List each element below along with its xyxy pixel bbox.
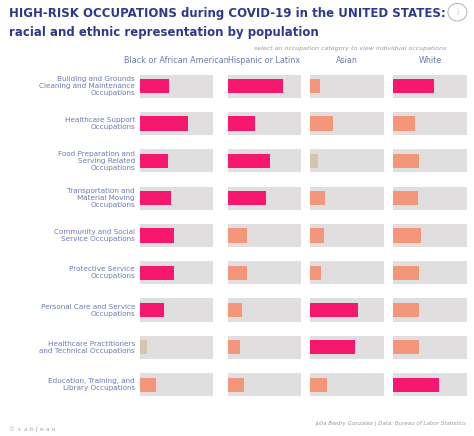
Bar [140,149,213,172]
Bar [393,224,467,247]
Bar [393,149,467,172]
Bar [310,299,384,322]
Bar [393,373,467,396]
Bar [393,378,439,392]
Bar [310,336,384,359]
Bar [310,79,320,93]
Text: Food Preparation and
Serving Related
Occupations: Food Preparation and Serving Related Occ… [58,151,135,171]
Text: Personal Care and Service
Occupations: Personal Care and Service Occupations [41,303,135,317]
Bar [140,340,147,354]
Bar [228,303,242,317]
Text: Asian: Asian [336,56,358,65]
Bar [140,79,169,93]
Bar [228,149,301,172]
Bar [228,266,247,280]
Bar [140,299,213,322]
Bar [393,340,419,354]
Bar [228,228,247,242]
Bar [228,79,283,93]
Bar [140,378,156,392]
Bar [310,187,384,210]
Text: Healthcare Support
Occupations: Healthcare Support Occupations [64,117,135,130]
Bar [310,116,333,131]
Text: racial and ethnic representation by population: racial and ethnic representation by popu… [9,26,319,39]
Text: HIGH-RISK OCCUPATIONS during COVID-19 in the UNITED STATES:: HIGH-RISK OCCUPATIONS during COVID-19 in… [9,7,446,20]
Text: ☉ + a b | e a u: ☉ + a b | e a u [9,426,56,433]
Text: Community and Social
Service Occupations: Community and Social Service Occupations [54,229,135,242]
Bar [140,261,213,284]
Bar [140,303,164,317]
Text: Building and Grounds
Cleaning and Maintenance
Occupations: Building and Grounds Cleaning and Mainte… [39,76,135,96]
Bar [228,373,301,396]
Bar [228,116,255,131]
Text: Black or African American: Black or African American [124,56,229,65]
Bar [228,378,244,392]
Bar [228,187,301,210]
Bar [310,261,384,284]
Bar [310,75,384,98]
Bar [393,187,467,210]
Text: White: White [419,56,442,65]
Bar [140,266,173,280]
Bar [228,154,270,168]
Bar [140,228,174,242]
Bar [310,149,384,172]
Bar [393,116,415,131]
Bar [310,191,325,205]
Bar [393,154,419,168]
Bar [393,266,419,280]
Bar [310,154,318,168]
Text: Healthcare Practitioners
and Technical Occupations: Healthcare Practitioners and Technical O… [39,341,135,354]
Bar [393,112,467,135]
Bar [228,336,301,359]
Bar [140,224,213,247]
Bar [393,191,418,205]
Text: i: i [456,8,458,17]
Bar [228,224,301,247]
Text: Protective Service
Occupations: Protective Service Occupations [70,266,135,279]
Text: select an occupation category to view individual occupations: select an occupation category to view in… [254,46,446,51]
Bar [228,299,301,322]
Bar [310,303,358,317]
Bar [310,340,355,354]
Bar [140,116,188,131]
Bar [310,378,327,392]
Bar [310,228,324,242]
Bar [310,373,384,396]
Text: Transportation and
Material Moving
Occupations: Transportation and Material Moving Occup… [67,188,135,208]
Bar [393,228,420,242]
Bar [393,299,467,322]
Bar [228,261,301,284]
Text: Hispanic or Latinx: Hispanic or Latinx [228,56,300,65]
Bar [393,336,467,359]
Bar [393,261,467,284]
Bar [228,191,266,205]
Text: Education, Training, and
Library Occupations: Education, Training, and Library Occupat… [48,378,135,391]
Bar [310,112,384,135]
Bar [228,340,240,354]
Bar [140,75,213,98]
Bar [140,191,172,205]
Bar [228,112,301,135]
Text: Julia Biedry Gonzalez | Data: Bureau of Labor Statistics: Julia Biedry Gonzalez | Data: Bureau of … [316,421,467,426]
Bar [393,303,419,317]
Bar [310,224,384,247]
Bar [140,112,213,135]
Bar [393,75,467,98]
Bar [393,79,434,93]
Bar [228,75,301,98]
Bar [140,187,213,210]
Bar [310,266,321,280]
Bar [140,154,168,168]
Bar [140,336,213,359]
Bar [140,373,213,396]
